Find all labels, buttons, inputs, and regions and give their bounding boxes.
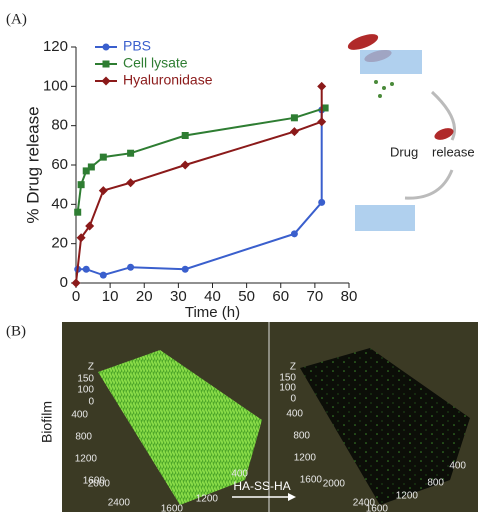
marker — [103, 44, 110, 51]
micrograph-axis-label: 2000 — [323, 479, 346, 490]
micrograph-axis-label: Z — [88, 362, 94, 373]
marker — [318, 199, 325, 206]
y-tick-label: 80 — [51, 117, 68, 134]
micrograph-axis-label: 400 — [231, 469, 248, 480]
x-tick-label: 20 — [136, 288, 153, 305]
micrograph-axis-label: 1600 — [300, 475, 323, 486]
y-tick-label: 20 — [51, 235, 68, 252]
micrograph-axis-label: 1200 — [396, 491, 419, 502]
panel-label: (A) — [6, 11, 27, 27]
marker — [126, 178, 135, 187]
marker — [317, 117, 326, 126]
marker — [182, 266, 189, 273]
marker — [317, 82, 326, 91]
marker — [83, 266, 90, 273]
series-line — [76, 86, 322, 283]
y-axis-label: % Drug release — [23, 106, 42, 223]
schematic — [346, 31, 455, 231]
panel-label: (B) — [6, 323, 26, 339]
micrograph-axis-label: 400 — [71, 410, 88, 421]
marker — [100, 272, 107, 279]
micrograph-axis-label: 800 — [75, 432, 92, 443]
x-tick-label: 50 — [238, 288, 255, 305]
micrograph-axis-label: 800 — [293, 431, 310, 442]
x-tick-label: 40 — [204, 288, 221, 305]
micrograph-axis-label: 1600 — [161, 504, 184, 512]
y-tick-label: 0 — [60, 274, 68, 291]
micrograph-axis-label: 800 — [427, 478, 444, 489]
figure: (A) Drug release (B) Biofilm HA-SS-HA 0 2… — [0, 0, 478, 512]
marker — [291, 230, 298, 237]
marker — [290, 127, 299, 136]
y-tick-label: 60 — [51, 156, 68, 173]
y-tick-label: 40 — [51, 195, 68, 212]
marker — [72, 279, 81, 288]
micrograph-axis-label: 0 — [88, 397, 94, 408]
marker — [127, 264, 134, 271]
marker — [102, 77, 111, 86]
marker — [182, 132, 189, 139]
micrograph-axis-label: 0 — [290, 394, 296, 405]
legend-label: PBS — [123, 38, 151, 54]
x-tick-label: 10 — [102, 288, 119, 305]
arrow-label: HA-SS-HA — [233, 479, 290, 493]
x-tick-label: 30 — [170, 288, 187, 305]
y-tick-label: 120 — [43, 38, 68, 55]
micrograph-axis-label: 1200 — [75, 454, 98, 465]
legend-label: Cell lysate — [123, 55, 188, 71]
schematic-label: Drug — [390, 144, 418, 159]
micrograph-axis-label: 1200 — [294, 453, 317, 464]
marker — [127, 150, 134, 157]
x-tick-label: 60 — [272, 288, 289, 305]
micrograph-axis-label: 1200 — [196, 494, 219, 505]
x-tick-label: 0 — [72, 288, 80, 305]
micrograph-axis-label: 100 — [279, 383, 296, 394]
micrograph-axis-label: 2000 — [88, 479, 111, 490]
marker — [181, 161, 190, 170]
row-label: Biofilm — [39, 401, 55, 443]
micrograph-axis-label: 1600 — [366, 504, 389, 512]
marker — [100, 154, 107, 161]
marker — [74, 209, 81, 216]
x-tick-label: 80 — [341, 288, 358, 305]
micrograph-axis-label: Z — [290, 362, 296, 373]
micrograph-axis-label: 400 — [286, 409, 303, 420]
marker — [99, 186, 108, 195]
micrograph-axis-label: 2400 — [108, 498, 131, 509]
marker — [88, 163, 95, 170]
schematic-label: release — [432, 144, 475, 159]
marker — [78, 181, 85, 188]
y-tick-label: 100 — [43, 77, 68, 94]
marker — [103, 61, 110, 68]
marker — [291, 114, 298, 121]
legend-label: Hyaluronidase — [123, 72, 213, 88]
x-tick-label: 70 — [307, 288, 324, 305]
micrograph-axis-label: 400 — [449, 461, 466, 472]
x-axis-label: Time (h) — [185, 304, 240, 321]
micrograph-axis-label: 100 — [77, 385, 94, 396]
micrograph-axis-label: 150 — [77, 374, 94, 385]
